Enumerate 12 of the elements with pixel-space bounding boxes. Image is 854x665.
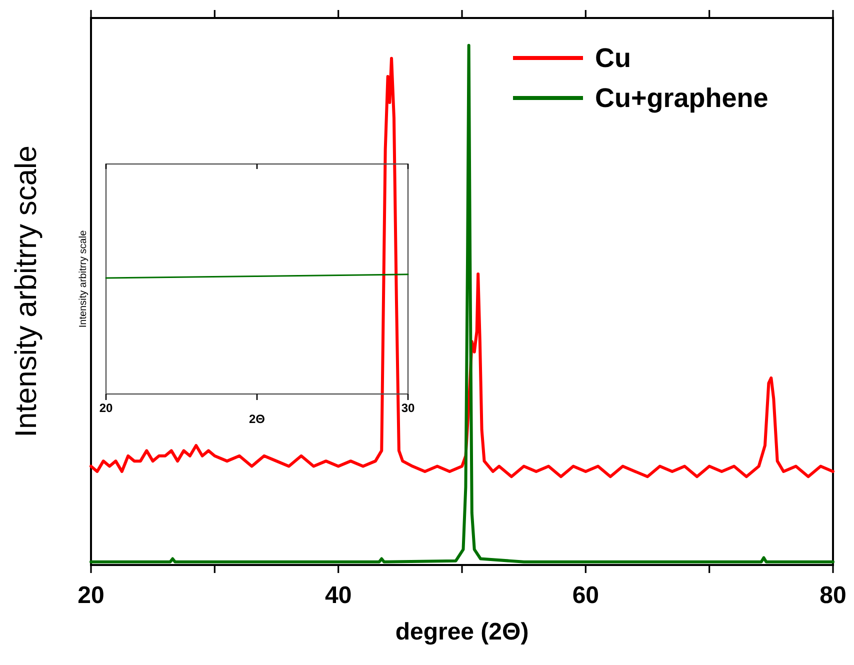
y-axis-title: Intensity arbitrry scale (10, 146, 43, 438)
legend-label: Cu+graphene (595, 83, 768, 113)
x-tick-label: 20 (78, 582, 104, 609)
x-tick-label: 30 (401, 401, 415, 415)
x-tick-label: 80 (820, 582, 846, 609)
x-tick-label: 40 (324, 582, 352, 609)
y-axis-title: Intensity arbitrry scale (78, 230, 89, 328)
legend-label: Cu (595, 43, 631, 73)
x-tick-label: 60 (572, 582, 600, 609)
x-axis-title: degree (2Θ) (395, 618, 529, 646)
x-tick-label: 20 (99, 401, 113, 415)
x-axis-title: 2Θ (248, 412, 266, 426)
